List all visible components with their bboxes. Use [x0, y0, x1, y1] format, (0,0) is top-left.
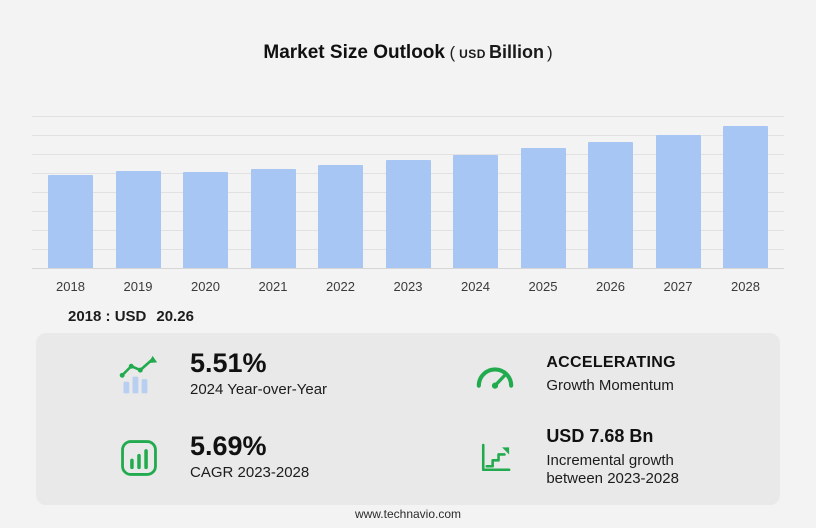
market-size-bar-chart: 2018 2019 2020 2021 2022 2023 2024 2025 2026 2027… — [32, 116, 784, 294]
chart-box-icon — [112, 438, 166, 478]
bar-2025 — [520, 148, 566, 268]
title-main: Market Size Outlook — [263, 42, 445, 63]
bar-2021 — [250, 169, 296, 268]
x-axis-label-2019: 2019 — [123, 279, 153, 294]
x-axis-label-2018: 2018 — [56, 279, 85, 294]
x-axis-label-2020: 2020 — [191, 279, 220, 294]
bar-growth-icon — [112, 354, 166, 394]
stat-yoy-growth: 5.51% 2024 Year-over-Year — [36, 349, 430, 400]
bar-2020 — [183, 172, 228, 268]
title-paren-close: ) — [546, 43, 553, 62]
annotation-prefix: 2018 : USD — [68, 308, 147, 325]
base-year-annotation: 2018 : USD 20.26 — [68, 308, 816, 325]
x-axis-label-2023: 2023 — [393, 279, 423, 294]
x-axis-label-2024: 2024 — [461, 279, 490, 294]
bar-2022 — [318, 165, 363, 268]
bar-2023 — [385, 160, 431, 268]
yoy-value: 5.51% — [190, 347, 267, 378]
stat-incremental-growth: USD 7.68 Bn Incremental growth between 2… — [430, 426, 780, 489]
momentum-label: Growth Momentum — [546, 376, 674, 394]
momentum-value: ACCELERATING — [546, 354, 676, 372]
x-axis-label-2025: 2025 — [528, 279, 558, 294]
page-title: Market Size Outlook (USD Billion) — [0, 0, 816, 66]
incremental-label: Incremental growth between 2023-2028 — [546, 451, 679, 488]
stat-growth-momentum: ACCELERATING Growth Momentum — [430, 349, 780, 400]
bar-plot — [32, 116, 784, 269]
step-growth-icon — [468, 438, 522, 478]
bar-2028 — [723, 126, 768, 268]
cagr-value: 5.69% — [190, 431, 267, 461]
incremental-value: USD 7.68 Bn — [546, 426, 654, 446]
bar-2018 — [48, 175, 93, 268]
title-currency: USD — [459, 47, 486, 61]
x-axis-label-2028: 2028 — [731, 279, 760, 294]
bar-2026 — [588, 142, 633, 268]
stat-cagr: 5.69% CAGR 2023-2028 — [36, 426, 430, 489]
yoy-label: 2024 Year-over-Year — [190, 381, 328, 399]
website-url: www.technavio.com — [354, 507, 462, 521]
x-axis-label-2026: 2026 — [596, 279, 625, 294]
title-unit: Billion — [488, 42, 544, 62]
bar-2027 — [655, 135, 701, 268]
title-paren-open: ( — [449, 43, 456, 62]
speedometer-icon — [468, 354, 522, 394]
x-axis-labels: 2018 2019 2020 2021 2022 2023 2024 2025 2026 2027… — [32, 279, 784, 294]
x-axis-label-2027: 2027 — [663, 279, 693, 294]
annotation-value: 20.26 — [156, 308, 194, 325]
x-axis-label-2021: 2021 — [258, 279, 288, 294]
stats-panel: 5.51% 2024 Year-over-Year ACCELERATING G… — [36, 333, 780, 505]
x-axis-label-2022: 2022 — [326, 279, 355, 294]
bar-2019 — [115, 171, 161, 268]
cagr-label: CAGR 2023-2028 — [190, 464, 310, 482]
bar-2024 — [453, 155, 498, 268]
